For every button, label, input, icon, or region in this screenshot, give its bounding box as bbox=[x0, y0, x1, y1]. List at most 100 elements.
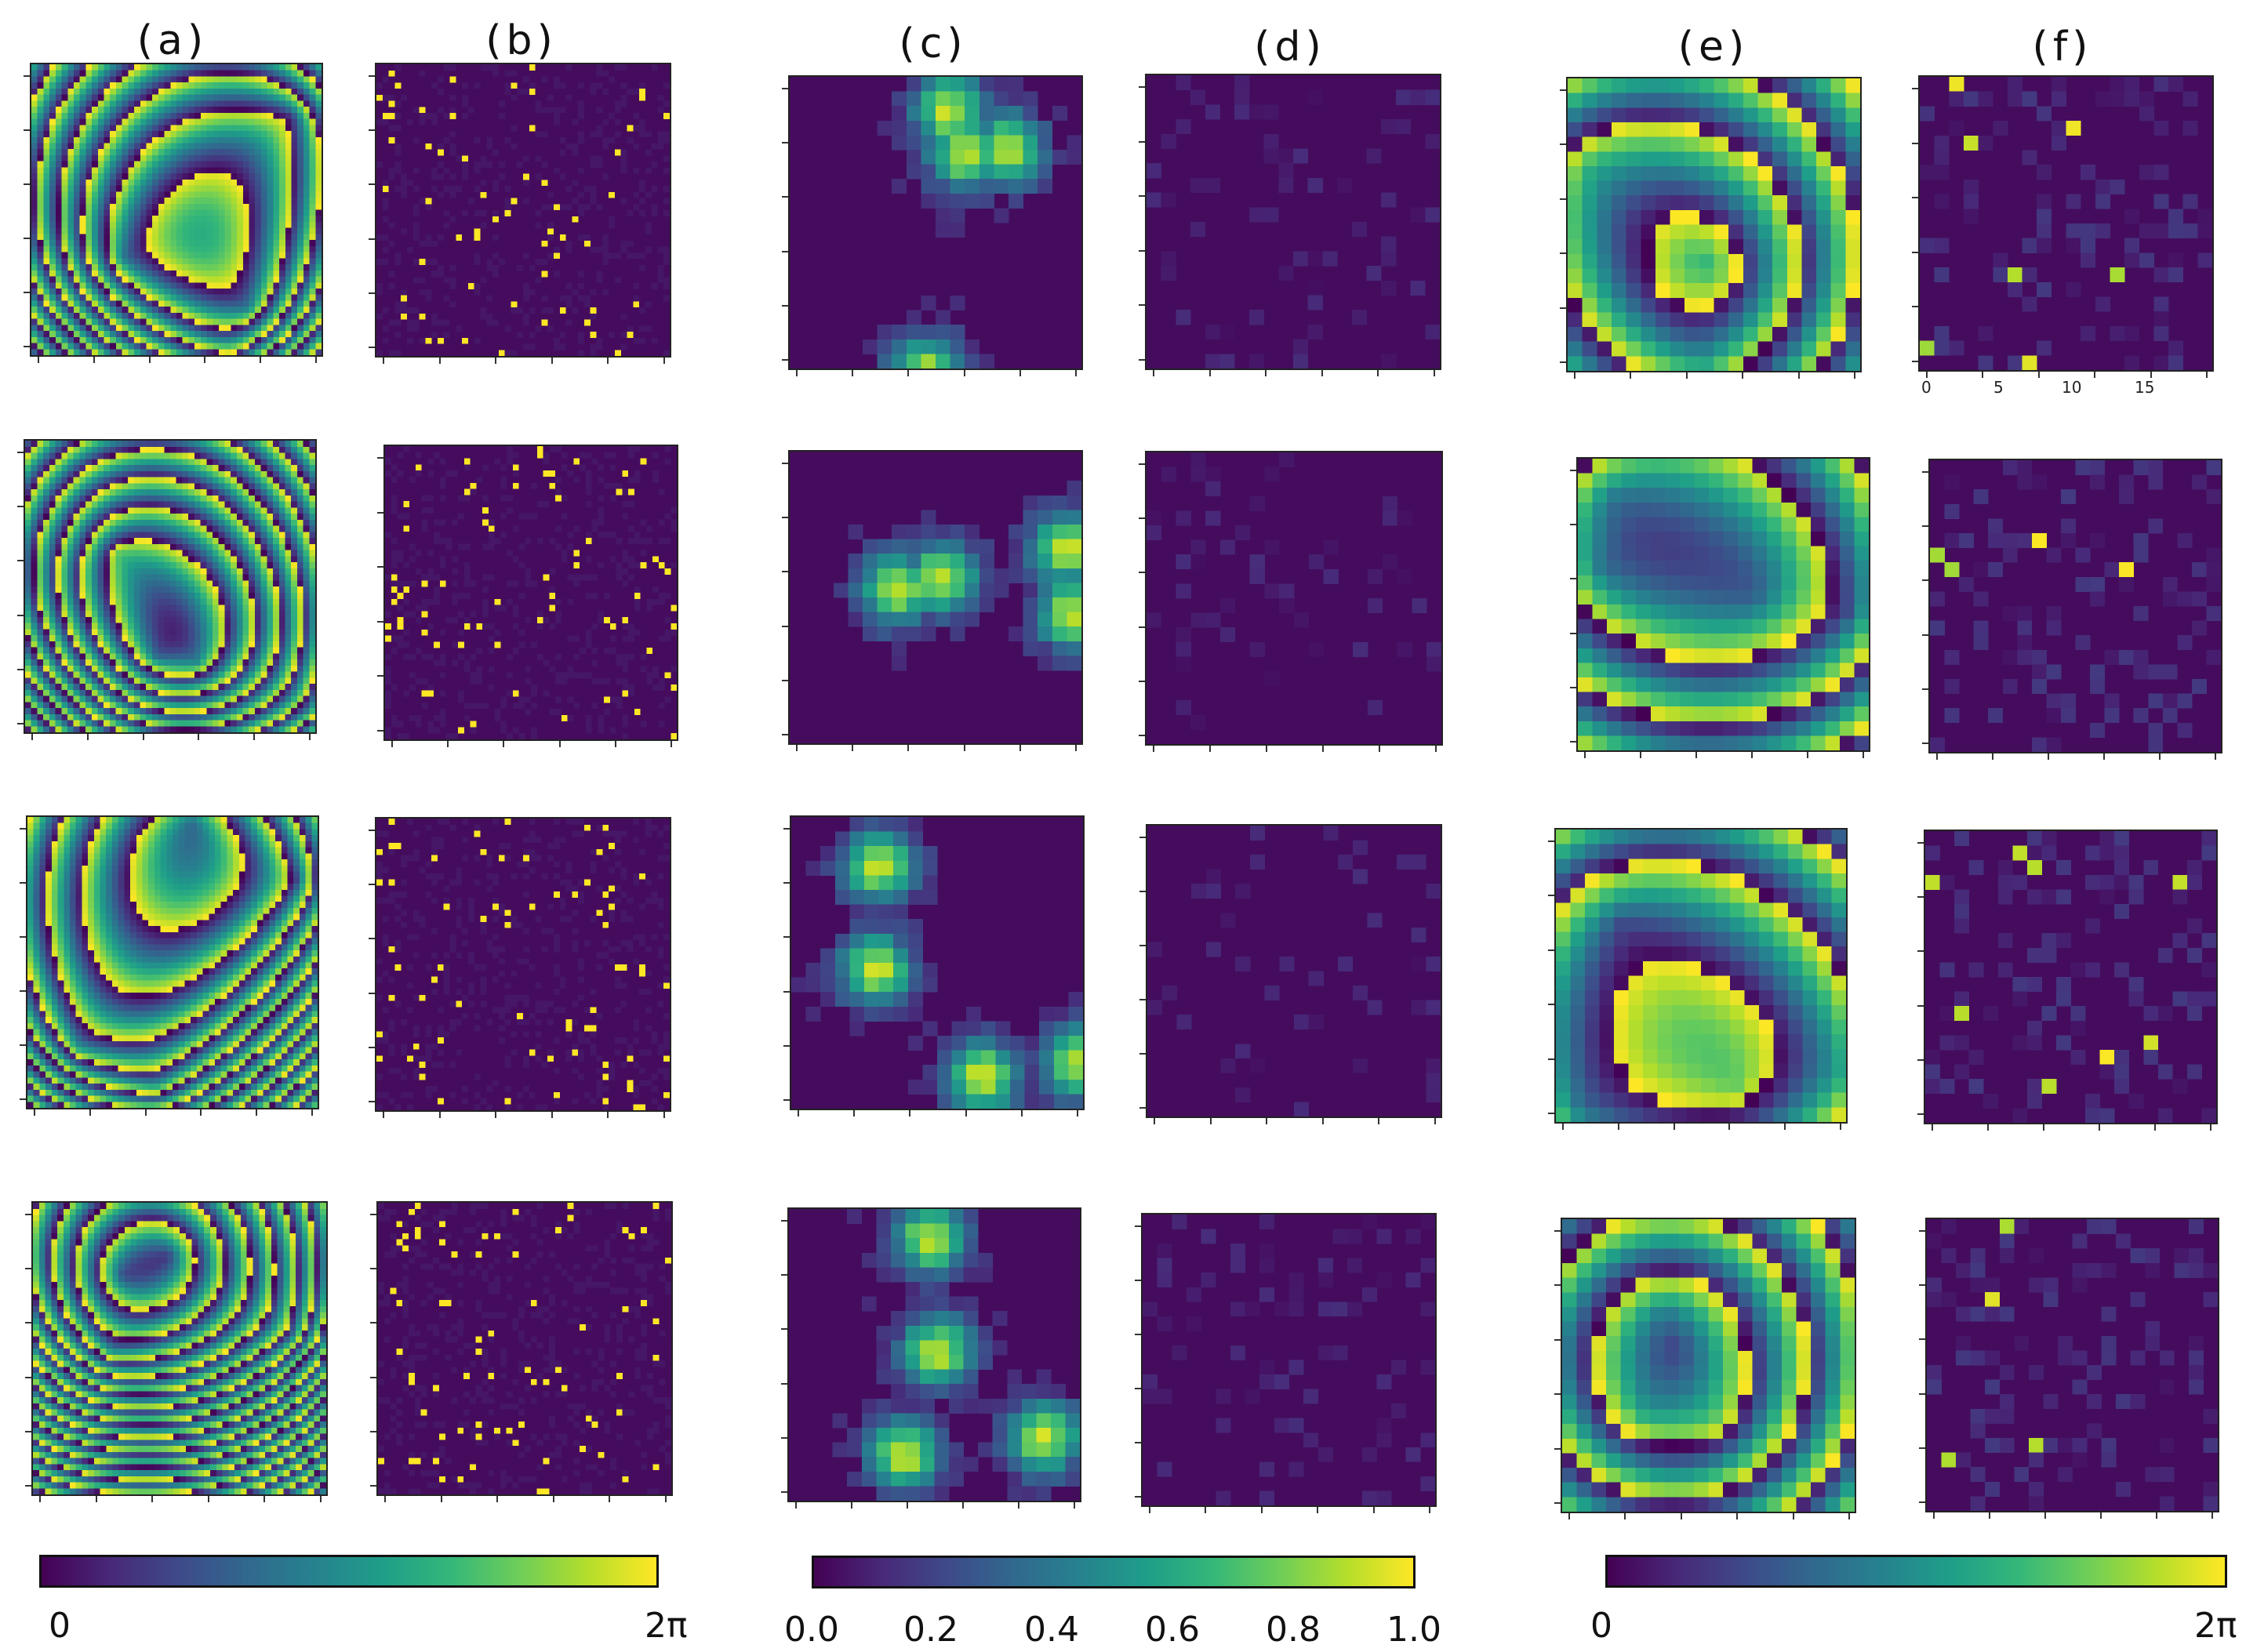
panel-f-row3 bbox=[1924, 830, 2218, 1124]
axis-tick bbox=[2210, 1124, 2211, 1131]
axis-tick bbox=[17, 506, 24, 508]
axis-tick bbox=[1570, 632, 1576, 634]
axis-tick bbox=[852, 745, 854, 751]
axis-tick bbox=[1912, 197, 1918, 199]
axis-tick bbox=[1912, 142, 1918, 144]
axis-tick bbox=[24, 346, 30, 347]
axis-tick bbox=[1554, 1284, 1561, 1287]
heatmap-a-row4 bbox=[33, 1203, 326, 1494]
axis-tick bbox=[495, 358, 497, 364]
axis-tick bbox=[370, 1214, 376, 1215]
axis-tick bbox=[782, 571, 788, 573]
axis-tick bbox=[1075, 370, 1077, 376]
axis-tick bbox=[853, 1110, 856, 1116]
axis-tick bbox=[1074, 1502, 1075, 1509]
heatmap-d-row2 bbox=[1147, 452, 1441, 744]
axis-tick bbox=[782, 463, 788, 464]
axis-tick bbox=[609, 1496, 611, 1502]
axis-tick bbox=[1434, 1118, 1436, 1124]
axis-tick bbox=[614, 741, 616, 747]
axis-tick bbox=[1139, 837, 1146, 838]
axis-tick bbox=[1135, 1496, 1141, 1498]
axis-tick bbox=[1139, 945, 1146, 946]
axis-tick bbox=[1673, 1124, 1675, 1130]
axis-tick bbox=[1784, 1124, 1786, 1130]
axis-tick bbox=[2154, 1124, 2156, 1131]
axis-tick bbox=[1570, 524, 1576, 526]
axis-tick bbox=[1209, 1118, 1212, 1124]
axis-tick bbox=[204, 357, 206, 363]
axis-tick bbox=[311, 1109, 313, 1116]
axis-tick bbox=[607, 358, 609, 364]
axis-tick bbox=[1570, 686, 1576, 688]
axis-tick bbox=[1149, 1507, 1150, 1513]
axis-tick bbox=[1554, 1393, 1561, 1396]
axis-tick bbox=[783, 882, 790, 884]
axis-tick bbox=[1260, 1507, 1263, 1513]
column-label-e: (e) bbox=[1677, 24, 1750, 71]
axis-tick bbox=[1377, 370, 1379, 376]
axis-tick bbox=[1266, 746, 1267, 752]
axis-tick bbox=[1139, 1053, 1146, 1055]
axis-tick bbox=[369, 292, 375, 294]
axis-tick bbox=[1936, 753, 1938, 760]
axis-tick bbox=[909, 1110, 911, 1116]
column-label-a: (a) bbox=[136, 17, 209, 64]
axis-tick bbox=[369, 129, 375, 132]
heatmap-e-row4 bbox=[1562, 1219, 1855, 1512]
axis-tick bbox=[1435, 746, 1437, 752]
axis-tick bbox=[1919, 1501, 1925, 1503]
axis-tick bbox=[253, 734, 256, 740]
axis-tick bbox=[663, 358, 665, 364]
axis-tick bbox=[2044, 1512, 2046, 1519]
heatmap-c-row4 bbox=[789, 1209, 1080, 1501]
axis-tick bbox=[1919, 1284, 1925, 1287]
f-axis-tick-10: 10 bbox=[2062, 378, 2082, 397]
heatmap-e-row3 bbox=[1556, 830, 1846, 1122]
axis-tick bbox=[1139, 304, 1145, 307]
axis-tick bbox=[782, 517, 788, 519]
axis-tick bbox=[1751, 752, 1753, 758]
axis-tick bbox=[1680, 1513, 1682, 1519]
axis-tick bbox=[1139, 735, 1145, 736]
axis-tick bbox=[1922, 525, 1928, 528]
axis-tick bbox=[1933, 1512, 1935, 1519]
axis-tick bbox=[796, 745, 798, 751]
axis-tick bbox=[1548, 895, 1554, 897]
axis-tick bbox=[370, 1322, 376, 1324]
axis-tick bbox=[256, 1109, 258, 1116]
axis-tick bbox=[1139, 999, 1146, 1000]
axis-tick bbox=[2215, 753, 2216, 760]
axis-tick bbox=[1139, 463, 1145, 465]
axis-tick bbox=[20, 936, 26, 938]
axis-tick bbox=[783, 1044, 790, 1047]
axis-tick bbox=[1570, 470, 1576, 471]
axis-tick bbox=[1018, 1502, 1019, 1509]
axis-tick bbox=[370, 1485, 376, 1487]
axis-tick bbox=[34, 1109, 35, 1116]
axis-tick bbox=[962, 1502, 964, 1509]
axis-tick bbox=[198, 734, 200, 740]
axis-tick bbox=[1266, 1118, 1268, 1124]
axis-tick bbox=[438, 1112, 441, 1118]
axis-tick bbox=[1077, 1110, 1078, 1116]
axis-tick bbox=[1554, 1502, 1561, 1504]
heatmap-d-row1 bbox=[1147, 75, 1440, 369]
heatmap-f-row1 bbox=[1920, 77, 2212, 370]
axis-tick bbox=[383, 358, 384, 364]
axis-tick bbox=[369, 1046, 375, 1048]
axis-tick bbox=[663, 1112, 665, 1118]
axis-tick bbox=[391, 741, 393, 747]
axis-tick bbox=[782, 196, 788, 198]
axis-tick bbox=[795, 1502, 797, 1509]
axis-tick bbox=[260, 357, 262, 363]
colorbar-mid-tick-4: 0.8 bbox=[1266, 1610, 1321, 1650]
axis-tick bbox=[1548, 1058, 1554, 1060]
axis-tick bbox=[1917, 1004, 1924, 1007]
panel-f-row2 bbox=[1928, 459, 2222, 753]
axis-tick bbox=[369, 1101, 375, 1102]
axis-tick bbox=[1922, 634, 1928, 636]
axis-tick bbox=[2211, 1512, 2213, 1519]
column-label-c: (c) bbox=[899, 20, 968, 67]
colorbar-right-max: 2π bbox=[2194, 1606, 2237, 1646]
